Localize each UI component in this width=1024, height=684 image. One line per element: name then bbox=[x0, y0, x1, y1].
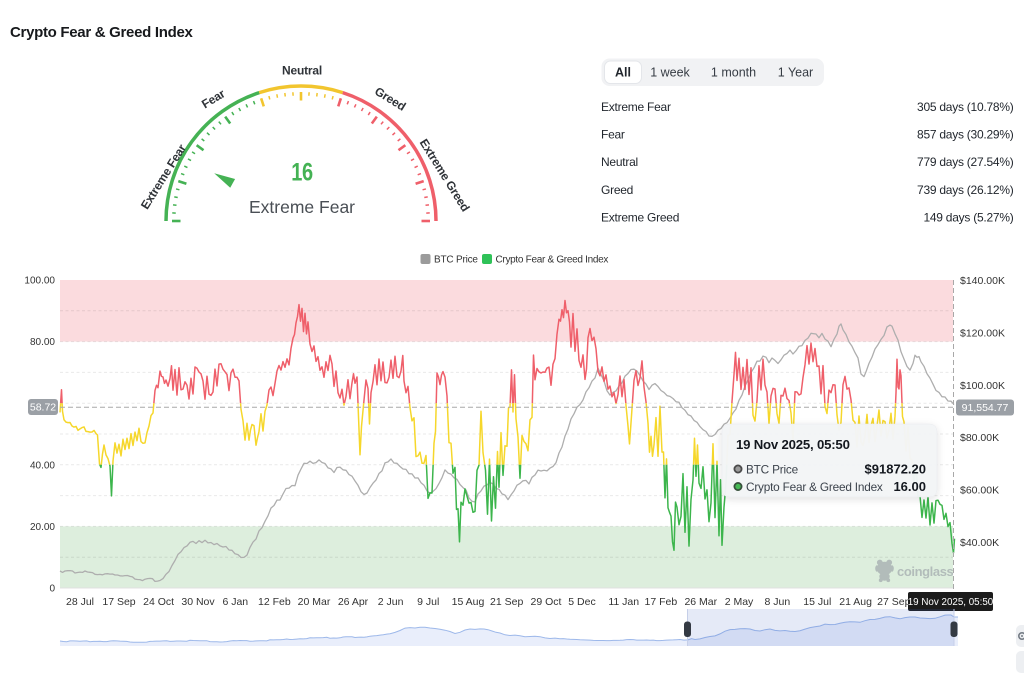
svg-text:Crypto Fear & Greed Index: Crypto Fear & Greed Index bbox=[10, 24, 194, 41]
svg-text:16.00: 16.00 bbox=[893, 479, 926, 494]
svg-text:29 Oct: 29 Oct bbox=[531, 596, 562, 608]
svg-text:2 May: 2 May bbox=[725, 596, 754, 608]
svg-text:Neutral: Neutral bbox=[282, 64, 322, 78]
svg-text:19 Nov 2025, 05:50: 19 Nov 2025, 05:50 bbox=[908, 597, 994, 608]
svg-text:Extreme Fear: Extreme Fear bbox=[249, 197, 355, 217]
svg-text:Extreme Greed: Extreme Greed bbox=[601, 210, 679, 224]
svg-text:Greed: Greed bbox=[601, 183, 633, 197]
svg-text:BTC Price: BTC Price bbox=[434, 255, 478, 266]
svg-text:All: All bbox=[615, 66, 631, 80]
svg-text:15 Aug: 15 Aug bbox=[452, 596, 485, 608]
svg-text:8 Jun: 8 Jun bbox=[765, 596, 791, 608]
svg-text:16: 16 bbox=[291, 158, 312, 186]
svg-text:Extreme Fear: Extreme Fear bbox=[138, 141, 189, 211]
svg-text:$120.00K: $120.00K bbox=[960, 327, 1005, 339]
svg-text:27 Sep: 27 Sep bbox=[877, 596, 910, 608]
svg-text:40.00: 40.00 bbox=[30, 460, 55, 471]
svg-text:$140.00K: $140.00K bbox=[960, 275, 1005, 287]
svg-text:91,554.77: 91,554.77 bbox=[962, 402, 1009, 414]
svg-text:Fear: Fear bbox=[199, 86, 228, 111]
svg-text:Crypto Fear & Greed Index: Crypto Fear & Greed Index bbox=[496, 255, 609, 266]
svg-text:58.72: 58.72 bbox=[30, 402, 56, 414]
svg-text:26 Mar: 26 Mar bbox=[684, 596, 717, 608]
svg-text:1 month: 1 month bbox=[711, 66, 756, 80]
svg-text:80.00: 80.00 bbox=[30, 337, 55, 348]
svg-text:1 week: 1 week bbox=[650, 66, 690, 80]
svg-text:Neutral: Neutral bbox=[601, 155, 638, 169]
svg-text:coinglass: coinglass bbox=[897, 564, 954, 579]
svg-text:739 days (26.12%): 739 days (26.12%) bbox=[917, 183, 1014, 197]
svg-text:17 Sep: 17 Sep bbox=[102, 596, 135, 608]
svg-text:21 Aug: 21 Aug bbox=[839, 596, 872, 608]
svg-text:24 Oct: 24 Oct bbox=[143, 596, 174, 608]
svg-text:30 Nov: 30 Nov bbox=[181, 596, 215, 608]
svg-text:20 Mar: 20 Mar bbox=[298, 596, 331, 608]
svg-text:11 Jan: 11 Jan bbox=[608, 596, 639, 608]
svg-text:1 Year: 1 Year bbox=[778, 66, 813, 80]
svg-text:$91872.20: $91872.20 bbox=[865, 462, 926, 477]
svg-text:6 Jan: 6 Jan bbox=[222, 596, 248, 608]
svg-text:19 Nov 2025, 05:50: 19 Nov 2025, 05:50 bbox=[736, 437, 850, 452]
svg-text:857 days (30.29%): 857 days (30.29%) bbox=[917, 128, 1014, 142]
svg-text:9 Jul: 9 Jul bbox=[417, 596, 439, 608]
svg-text:$40.00K: $40.00K bbox=[960, 537, 999, 549]
svg-text:28 Jul: 28 Jul bbox=[66, 596, 94, 608]
svg-text:20.00: 20.00 bbox=[30, 522, 55, 533]
svg-text:Fear: Fear bbox=[601, 128, 625, 142]
svg-text:$80.00K: $80.00K bbox=[960, 432, 999, 444]
svg-text:305 days (10.78%): 305 days (10.78%) bbox=[917, 100, 1014, 114]
svg-text:Crypto Fear & Greed Index: Crypto Fear & Greed Index bbox=[746, 480, 883, 494]
svg-text:779 days (27.54%): 779 days (27.54%) bbox=[917, 155, 1014, 169]
svg-text:100.00: 100.00 bbox=[24, 276, 55, 287]
svg-text:12 Feb: 12 Feb bbox=[258, 596, 291, 608]
svg-text:26 Apr: 26 Apr bbox=[338, 596, 369, 608]
svg-text:17 Feb: 17 Feb bbox=[645, 596, 678, 608]
svg-text:$100.00K: $100.00K bbox=[960, 380, 1005, 392]
svg-text:15 Jul: 15 Jul bbox=[803, 596, 831, 608]
svg-text:2 Jun: 2 Jun bbox=[378, 596, 404, 608]
svg-text:BTC Price: BTC Price bbox=[746, 463, 799, 477]
svg-text:0: 0 bbox=[49, 584, 55, 595]
svg-text:5 Dec: 5 Dec bbox=[568, 596, 595, 608]
svg-text:Extreme Greed: Extreme Greed bbox=[417, 136, 473, 214]
svg-text:149 days (5.27%): 149 days (5.27%) bbox=[923, 210, 1013, 224]
svg-text:21 Sep: 21 Sep bbox=[490, 596, 523, 608]
svg-text:Extreme Fear: Extreme Fear bbox=[601, 100, 671, 114]
svg-text:$60.00K: $60.00K bbox=[960, 485, 999, 497]
